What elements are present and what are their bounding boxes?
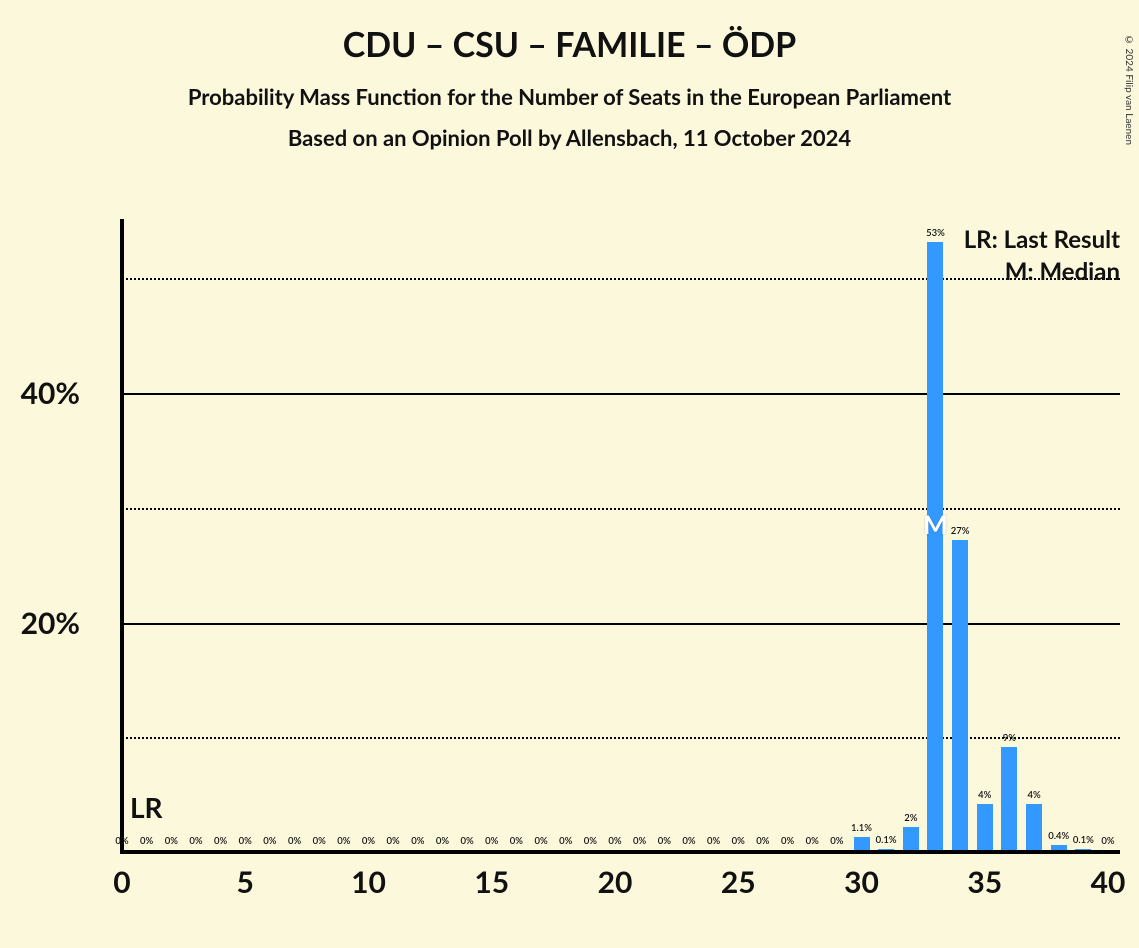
bar-value-label: 4% xyxy=(978,790,991,801)
x-axis xyxy=(120,850,1120,854)
bar xyxy=(952,540,968,850)
bar-value-label: 0% xyxy=(682,836,695,847)
bar xyxy=(878,849,894,850)
bar-value-label: 0% xyxy=(288,836,301,847)
bar-value-label: 0% xyxy=(756,836,769,847)
bar-value-label: 0% xyxy=(239,836,252,847)
chart-plot-area: 20%40%05101520253035400%0%0%0%0%0%0%0%0%… xyxy=(110,219,1120,854)
bar xyxy=(1026,804,1042,850)
bar-value-label: 0% xyxy=(460,836,473,847)
bar-value-label: 0% xyxy=(436,836,449,847)
bar-value-label: 0% xyxy=(608,836,621,847)
bar xyxy=(977,804,993,850)
x-tick-label: 15 xyxy=(474,864,509,900)
bar-value-label: 0% xyxy=(313,836,326,847)
bar xyxy=(1051,845,1067,850)
bar xyxy=(1001,747,1017,850)
x-tick-label: 40 xyxy=(1091,864,1126,900)
bar-value-label: 0% xyxy=(830,836,843,847)
bar xyxy=(903,827,919,850)
bar-value-label: 0% xyxy=(263,836,276,847)
bar-value-label: 53% xyxy=(926,228,945,239)
gridline-major xyxy=(122,623,1120,625)
chart-subtitle-2: Based on an Opinion Poll by Allensbach, … xyxy=(0,124,1139,151)
bar-value-label: 0% xyxy=(658,836,671,847)
bar-value-label: 0% xyxy=(115,836,128,847)
bar-value-label: 2% xyxy=(904,813,917,824)
bar-value-label: 0% xyxy=(781,836,794,847)
bar-value-label: 0% xyxy=(806,836,819,847)
bar-value-label: 0.1% xyxy=(876,835,897,846)
x-tick-label: 10 xyxy=(351,864,386,900)
y-tick-label: 20% xyxy=(21,605,80,641)
lr-marker: LR xyxy=(130,790,163,824)
bar-value-label: 0% xyxy=(485,836,498,847)
gridline-minor xyxy=(122,737,1120,739)
bar-value-label: 1.1% xyxy=(851,823,872,834)
bar-value-label: 0% xyxy=(534,836,547,847)
bar-value-label: 27% xyxy=(951,526,970,537)
bar-value-label: 0.4% xyxy=(1048,831,1069,842)
y-tick-label: 40% xyxy=(21,375,80,411)
bar-value-label: 0% xyxy=(411,836,424,847)
x-tick-label: 20 xyxy=(598,864,633,900)
bar-value-label: 0% xyxy=(140,836,153,847)
bar-value-label: 0% xyxy=(165,836,178,847)
gridline-major xyxy=(122,393,1120,395)
median-marker: M xyxy=(923,508,948,540)
bar-value-label: 0% xyxy=(633,836,646,847)
y-axis xyxy=(120,219,124,854)
legend-lr: LR: Last Result xyxy=(964,224,1120,256)
x-tick-label: 35 xyxy=(967,864,1002,900)
bar-value-label: 0% xyxy=(337,836,350,847)
bar-value-label: 0.1% xyxy=(1073,835,1094,846)
bar-value-label: 0% xyxy=(510,836,523,847)
bar-value-label: 0% xyxy=(1101,836,1114,847)
bar-value-label: 0% xyxy=(214,836,227,847)
legend: LR: Last Result M: Median xyxy=(964,224,1120,289)
copyright-text: © 2024 Filip van Laenen xyxy=(1123,34,1135,145)
bar-value-label: 0% xyxy=(707,836,720,847)
bar-value-label: 4% xyxy=(1027,790,1040,801)
bar xyxy=(1075,849,1091,850)
bar xyxy=(927,242,943,850)
bar-value-label: 0% xyxy=(189,836,202,847)
x-tick-label: 30 xyxy=(844,864,879,900)
bar-value-label: 9% xyxy=(1003,733,1016,744)
chart-title: CDU – CSU – FAMILIE – ÖDP xyxy=(0,24,1139,65)
x-tick-label: 5 xyxy=(237,864,254,900)
x-tick-label: 0 xyxy=(113,864,130,900)
bar-value-label: 0% xyxy=(387,836,400,847)
gridline-minor xyxy=(122,508,1120,510)
bar-value-label: 0% xyxy=(559,836,572,847)
bar xyxy=(854,837,870,850)
bar-value-label: 0% xyxy=(732,836,745,847)
bar-value-label: 0% xyxy=(362,836,375,847)
bar-value-label: 0% xyxy=(584,836,597,847)
x-tick-label: 25 xyxy=(721,864,756,900)
chart-subtitle-1: Probability Mass Function for the Number… xyxy=(0,83,1139,110)
legend-m: M: Median xyxy=(964,256,1120,288)
